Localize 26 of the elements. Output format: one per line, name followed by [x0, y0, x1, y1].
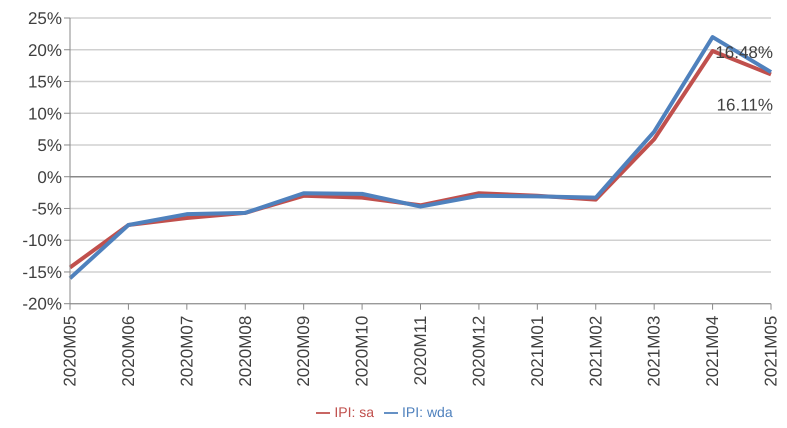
y-tick-label: 0%	[37, 168, 62, 187]
x-tick-label: 2020M05	[60, 316, 80, 387]
x-tick-label: 2020M12	[469, 316, 488, 387]
x-tick-label: 2020M10	[352, 316, 372, 387]
data-label: 16.11%	[716, 95, 773, 114]
y-tick-label: -15%	[22, 262, 62, 282]
x-tick-label: 2020M09	[294, 316, 314, 387]
x-tick-label: 2021M04	[703, 316, 722, 387]
y-tick-label: -10%	[22, 231, 62, 250]
y-tick-label: 20%	[28, 40, 62, 60]
y-tick-label: 10%	[28, 104, 62, 124]
x-tick-label: 2020M11	[411, 316, 430, 386]
x-tick-label: 2021M02	[586, 316, 606, 387]
x-tick-label: 2020M06	[118, 316, 138, 387]
y-tick-label: 15%	[28, 72, 62, 92]
x-tick-label: 2021M01	[528, 316, 547, 387]
y-tick-label: 5%	[37, 136, 62, 156]
y-tick-label: -5%	[32, 200, 62, 219]
x-tick-label: 2021M03	[644, 316, 664, 387]
x-tick-label: 2020M07	[177, 316, 196, 387]
x-tick-label: 2020M08	[236, 316, 255, 387]
y-tick-label: 25%	[28, 9, 62, 28]
x-tick-label: 2021M05	[762, 316, 780, 387]
legend-label: IPI: sa	[334, 404, 374, 420]
y-tick-label: -20%	[22, 294, 62, 314]
legend-label: IPI: wda	[402, 404, 453, 420]
